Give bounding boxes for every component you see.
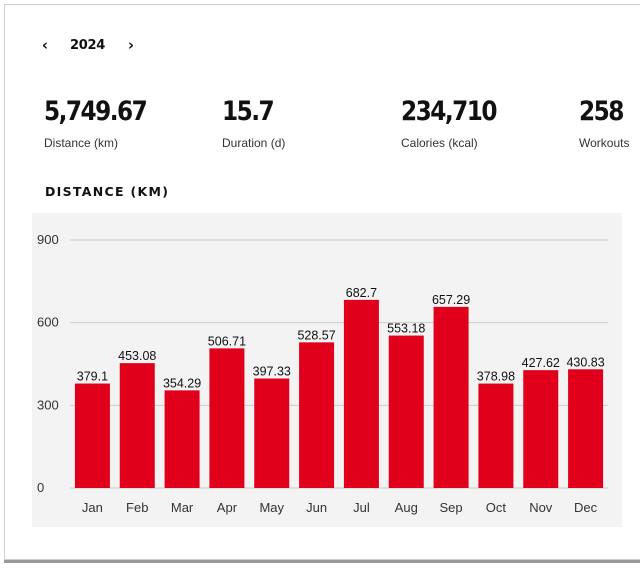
y-tick-label: 900	[37, 232, 59, 247]
data-label: 553.18	[387, 322, 425, 336]
bar	[254, 378, 290, 488]
x-tick-label: May	[259, 500, 284, 515]
x-tick-label: Jul	[353, 500, 370, 515]
x-tick-label: Apr	[217, 500, 238, 515]
data-label: 657.29	[432, 293, 470, 307]
year-label: 2024	[70, 37, 105, 53]
bar	[164, 390, 200, 488]
chart-section-title: DISTANCE (KM)	[45, 184, 170, 199]
data-label: 506.71	[208, 334, 246, 348]
stat-workouts: 258 Workouts	[579, 94, 630, 150]
stat-value: 234,710	[401, 96, 497, 127]
stat-label: Distance (km)	[44, 136, 119, 150]
data-label: 354.29	[163, 376, 201, 390]
card-frame	[4, 4, 640, 560]
data-label: 453.08	[118, 349, 156, 363]
data-label: 379.1	[77, 370, 108, 384]
stat-value: 5,749.67	[44, 96, 148, 127]
bar	[74, 383, 110, 488]
bar	[388, 335, 424, 488]
stat-label: Duration (d)	[222, 136, 286, 150]
x-tick-label: Mar	[171, 500, 194, 515]
chevron-right-icon[interactable]: ›	[127, 36, 135, 54]
stat-calories: 234,710 Calories (kcal)	[401, 94, 511, 150]
data-label: 682.7	[346, 286, 377, 300]
data-label: 378.98	[477, 370, 515, 384]
stat-duration: 15.7 Duration (d)	[222, 94, 285, 150]
stat-label: Workouts	[579, 136, 630, 150]
x-tick-label: Oct	[486, 500, 507, 515]
stat-distance: 5,749.67 Distance (km)	[44, 94, 163, 150]
x-tick-label: Aug	[395, 500, 418, 515]
x-tick-label: Feb	[126, 500, 148, 515]
bar	[343, 299, 379, 488]
bar	[568, 369, 604, 488]
year-navigator: ‹ 2024 ›	[36, 34, 140, 56]
data-label: 528.57	[297, 328, 335, 342]
data-label: 397.33	[253, 365, 291, 379]
stat-value: 15.7	[222, 96, 275, 127]
chevron-left-icon[interactable]: ‹	[41, 36, 49, 54]
bar	[119, 363, 155, 488]
x-tick-label: Sep	[440, 500, 463, 515]
distance-bar-chart: 0 300 600 900 379.1 Jan 453.08 Feb 354.29 Mar 506.…	[37, 232, 608, 515]
x-tick-label: Jun	[306, 500, 327, 515]
bar	[209, 348, 245, 488]
y-tick-label: 600	[37, 315, 59, 330]
data-label: 427.62	[522, 356, 560, 370]
y-tick-label: 300	[37, 397, 59, 412]
bar	[478, 383, 514, 488]
x-tick-label: Nov	[529, 500, 553, 515]
y-tick-label: 0	[37, 480, 44, 495]
bar	[523, 370, 559, 488]
bar	[299, 342, 335, 488]
x-tick-label: Jan	[82, 500, 103, 515]
bar	[433, 306, 469, 488]
bottom-divider	[4, 560, 640, 563]
data-label: 430.83	[566, 355, 604, 369]
stat-value: 258	[579, 96, 624, 127]
distance-chart-panel: 0 300 600 900 379.1 Jan 453.08 Feb 354.29 Mar 506.…	[32, 213, 622, 527]
summary-stats: 5,749.67 Distance (km) 15.7 Duration (d)…	[44, 94, 640, 156]
x-tick-label: Dec	[574, 500, 598, 515]
stat-label: Calories (kcal)	[401, 136, 478, 150]
